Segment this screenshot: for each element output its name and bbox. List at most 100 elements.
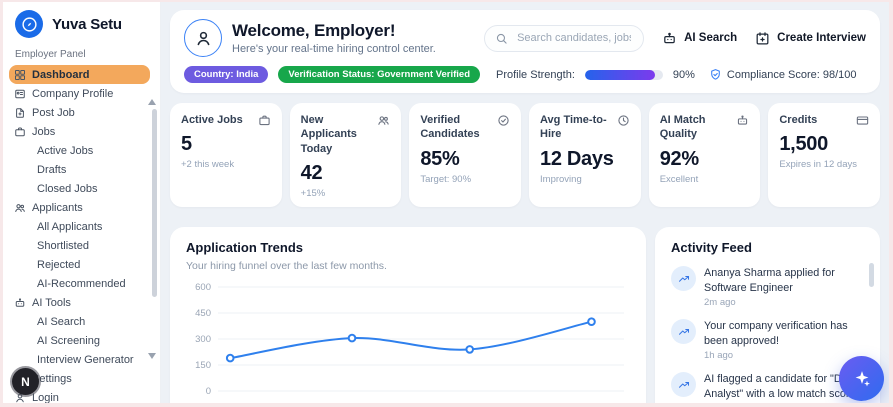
sidebar-item-ai-search[interactable]: AI Search — [9, 312, 150, 331]
svg-text:300: 300 — [195, 334, 211, 345]
sidebar-item-label: Dashboard — [32, 68, 90, 81]
profile-badge[interactable]: N — [12, 368, 39, 395]
stat-note: +15% — [300, 187, 326, 199]
stat-value: 92% — [659, 147, 699, 170]
sidebar-item-label: Post Job — [32, 106, 75, 119]
activity-text: Ananya Sharma applied for Software Engin… — [704, 267, 835, 294]
sidebar-item-drafts[interactable]: Drafts — [9, 160, 150, 179]
stat-note: Target: 90% — [420, 173, 472, 185]
users-icon — [14, 202, 26, 214]
grid-icon — [14, 69, 26, 81]
sidebar-item-rejected[interactable]: Rejected — [9, 255, 150, 274]
sidebar-nav: Dashboard Company Profile Post Job Jobs Acti… — [3, 65, 160, 403]
clock-icon — [617, 114, 630, 142]
compliance-score-label: Compliance Score: 98/100 — [726, 68, 857, 81]
sidebar-item-label: AI Search — [37, 315, 86, 328]
profile-strength-bar — [584, 69, 663, 80]
sidebar-item-shortlisted[interactable]: Shortlisted — [9, 236, 150, 255]
activity-timestamp: 2m ago — [704, 297, 736, 309]
ai-assistant-fab[interactable] — [839, 356, 884, 401]
robot-icon — [662, 31, 677, 46]
sidebar-item-company-profile[interactable]: Company Profile — [9, 84, 150, 103]
chart-title: Application Trends — [186, 240, 304, 255]
sidebar-item-closed-jobs[interactable]: Closed Jobs — [9, 179, 150, 198]
application-trends-card: Application Trends Your hiring funnel ov… — [170, 227, 646, 403]
credit-card-icon — [856, 114, 869, 127]
stat-title: Avg Time-to-Hire — [540, 114, 607, 141]
activity-item[interactable]: AI flagged a candidate for "Data Analyst… — [671, 372, 864, 403]
stat-title: Verified Candidates — [420, 114, 480, 141]
sidebar-item-label: Shortlisted — [37, 239, 89, 252]
stat-card-avg-time-to-hire[interactable]: Avg Time-to-Hire 12 Days Improving — [529, 103, 641, 207]
activity-scrollbar[interactable] — [869, 263, 874, 287]
sidebar-item-label: Rejected — [37, 258, 81, 271]
sidebar-item-interview-generator[interactable]: Interview Generator — [9, 350, 150, 369]
activity-item[interactable]: Ananya Sharma applied for Software Engin… — [671, 266, 864, 308]
search-icon — [495, 32, 508, 45]
profile-strength-value: 90% — [672, 68, 695, 81]
stat-title: Active Jobs — [181, 114, 243, 126]
compliance-score: Compliance Score: 98/100 — [709, 68, 857, 81]
robot-icon — [14, 297, 26, 309]
activity-item[interactable]: Your company verification has been appro… — [671, 319, 864, 361]
sidebar-item-active-jobs[interactable]: Active Jobs — [9, 141, 150, 160]
sidebar-item-ai-recommended[interactable]: AI-Recommended — [9, 274, 150, 293]
check-circle-icon — [497, 114, 510, 142]
activity-text: AI flagged a candidate for "Data Analyst… — [704, 373, 859, 400]
sidebar: Yuva Setu Employer Panel Dashboard Compan… — [3, 2, 161, 403]
header-card: Welcome, Employer! Here's your real-time… — [170, 10, 880, 93]
search-box[interactable] — [484, 24, 645, 52]
trending-up-icon — [671, 319, 696, 345]
stat-card-ai-match-quality[interactable]: AI Match Quality 92% Excellent — [648, 103, 761, 207]
users-icon — [377, 114, 390, 156]
sidebar-scrollbar[interactable] — [152, 109, 157, 297]
activity-timestamp: 1h ago — [704, 350, 734, 362]
scrollbar-down-arrow-icon[interactable] — [148, 353, 156, 359]
sidebar-item-all-applicants[interactable]: All Applicants — [9, 217, 150, 236]
briefcase-icon — [258, 114, 271, 127]
app-window: Yuva Setu Employer Panel Dashboard Compan… — [3, 2, 889, 403]
stat-value: 85% — [420, 147, 460, 170]
activity-text: Your company verification has been appro… — [704, 320, 848, 347]
sidebar-item-ai-screening[interactable]: AI Screening — [9, 331, 150, 350]
ai-search-button[interactable]: AI Search — [662, 31, 737, 46]
stat-value: 42 — [300, 161, 323, 184]
calendar-plus-icon — [755, 31, 770, 46]
sidebar-item-label: All Applicants — [37, 220, 103, 233]
welcome-subtitle: Here's your real-time hiring control cen… — [232, 43, 436, 55]
sidebar-item-ai-tools[interactable]: AI Tools — [9, 293, 150, 312]
stat-card-credits[interactable]: Credits 1,500 Expires in 12 days — [768, 103, 881, 207]
svg-text:150: 150 — [195, 360, 211, 371]
svg-text:0: 0 — [206, 386, 211, 397]
create-interview-button[interactable]: Create Interview — [755, 31, 866, 46]
stat-card-verified-candidates[interactable]: Verified Candidates 85% Target: 90% — [409, 103, 522, 207]
scrollbar-up-arrow-icon[interactable] — [148, 99, 156, 105]
stat-value: 5 — [181, 133, 192, 156]
employer-avatar — [184, 19, 222, 57]
sidebar-item-dashboard[interactable]: Dashboard — [9, 65, 150, 84]
search-input[interactable] — [515, 31, 634, 45]
sidebar-item-label: Login — [32, 391, 59, 404]
sidebar-item-label: Active Jobs — [37, 144, 94, 157]
sidebar-item-post-job[interactable]: Post Job — [9, 103, 150, 122]
stat-card-new-applicants-today[interactable]: New Applicants Today 42 +15% — [289, 103, 402, 207]
sidebar-item-label: Closed Jobs — [37, 182, 98, 195]
stat-card-active-jobs[interactable]: Active Jobs 5 +2 this week — [170, 103, 282, 207]
sidebar-item-jobs[interactable]: Jobs — [9, 122, 150, 141]
sparkles-icon — [852, 369, 872, 389]
svg-text:450: 450 — [195, 308, 211, 319]
create-interview-label: Create Interview — [777, 32, 866, 44]
sidebar-item-applicants[interactable]: Applicants — [9, 198, 150, 217]
sidebar-item-label: Applicants — [32, 201, 83, 214]
stat-title: Credits — [779, 114, 818, 126]
activity-list: Ananya Sharma applied for Software Engin… — [671, 266, 864, 403]
sidebar-item-label: AI Tools — [32, 296, 71, 309]
ai-search-label: AI Search — [684, 32, 738, 44]
file-plus-icon — [14, 107, 26, 119]
stat-note: Excellent — [659, 173, 699, 185]
robot-icon — [736, 114, 749, 142]
app-logo[interactable]: Yuva Setu — [3, 2, 160, 40]
sidebar-section-label: Employer Panel — [15, 49, 86, 60]
sidebar-item-label: AI-Recommended — [37, 277, 126, 290]
stat-value: 12 Days — [540, 147, 614, 170]
